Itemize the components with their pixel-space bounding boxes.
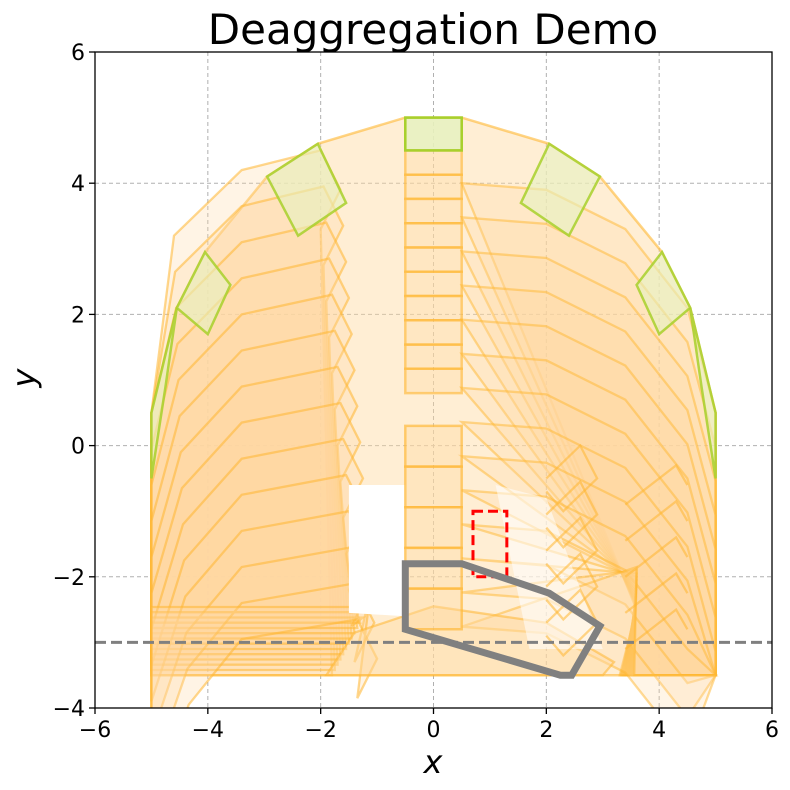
central-lower-band	[404, 465, 463, 509]
right-chevron-outer	[624, 499, 689, 542]
central-lower-band	[404, 546, 463, 590]
central-column-band	[404, 294, 463, 322]
central-lower-band	[404, 587, 463, 631]
central-column-band	[404, 343, 463, 371]
right-chevron-outer	[624, 535, 689, 578]
y-tick-label: 6	[71, 41, 85, 66]
green-cell	[175, 249, 232, 337]
top-center-green-cell	[404, 116, 463, 152]
right-chevron-outer	[624, 571, 689, 614]
left-fan-strip	[150, 401, 362, 640]
gray-polygon	[401, 560, 605, 679]
left-fan-strip	[150, 293, 353, 656]
green-cell	[635, 249, 692, 337]
central-column-band	[404, 197, 463, 225]
x-axis-label: x	[423, 743, 444, 781]
y-tick-label: −4	[53, 697, 85, 722]
x-tick-label: 2	[539, 718, 553, 743]
y-axis-label: y	[5, 367, 43, 388]
green-cell	[519, 141, 602, 238]
central-column-band	[404, 221, 463, 249]
right-chevron-outer	[624, 607, 689, 650]
green-cell	[265, 141, 348, 238]
central-column-band	[404, 173, 463, 201]
x-tick-label: −2	[304, 718, 336, 743]
left-fan-strip	[150, 605, 379, 708]
central-lower-band	[404, 424, 463, 468]
x-tick-label: −4	[192, 718, 224, 743]
central-column-band	[404, 367, 463, 395]
x-tick-label: 0	[427, 718, 441, 743]
y-tick-label: 4	[71, 172, 85, 197]
green-cell	[150, 307, 179, 479]
x-tick-label: 4	[652, 718, 666, 743]
central-column-band	[404, 246, 463, 274]
inner-cutout	[348, 485, 406, 617]
central-lower-band	[404, 506, 463, 550]
y-tick-label: 2	[71, 303, 85, 328]
chart-title: Deaggregation Demo	[208, 5, 658, 54]
x-tick-label: 6	[765, 718, 779, 743]
central-column-band	[404, 270, 463, 298]
x-tick-label: −6	[79, 718, 111, 743]
y-tick-label: 0	[71, 435, 85, 460]
green-cell	[688, 307, 717, 479]
right-chevron-outer	[624, 463, 689, 506]
central-column-band	[404, 319, 463, 346]
plot-content	[95, 52, 772, 708]
y-tick-label: −2	[53, 566, 85, 591]
red-dashed-box	[471, 509, 509, 579]
central-column-band	[404, 149, 463, 176]
